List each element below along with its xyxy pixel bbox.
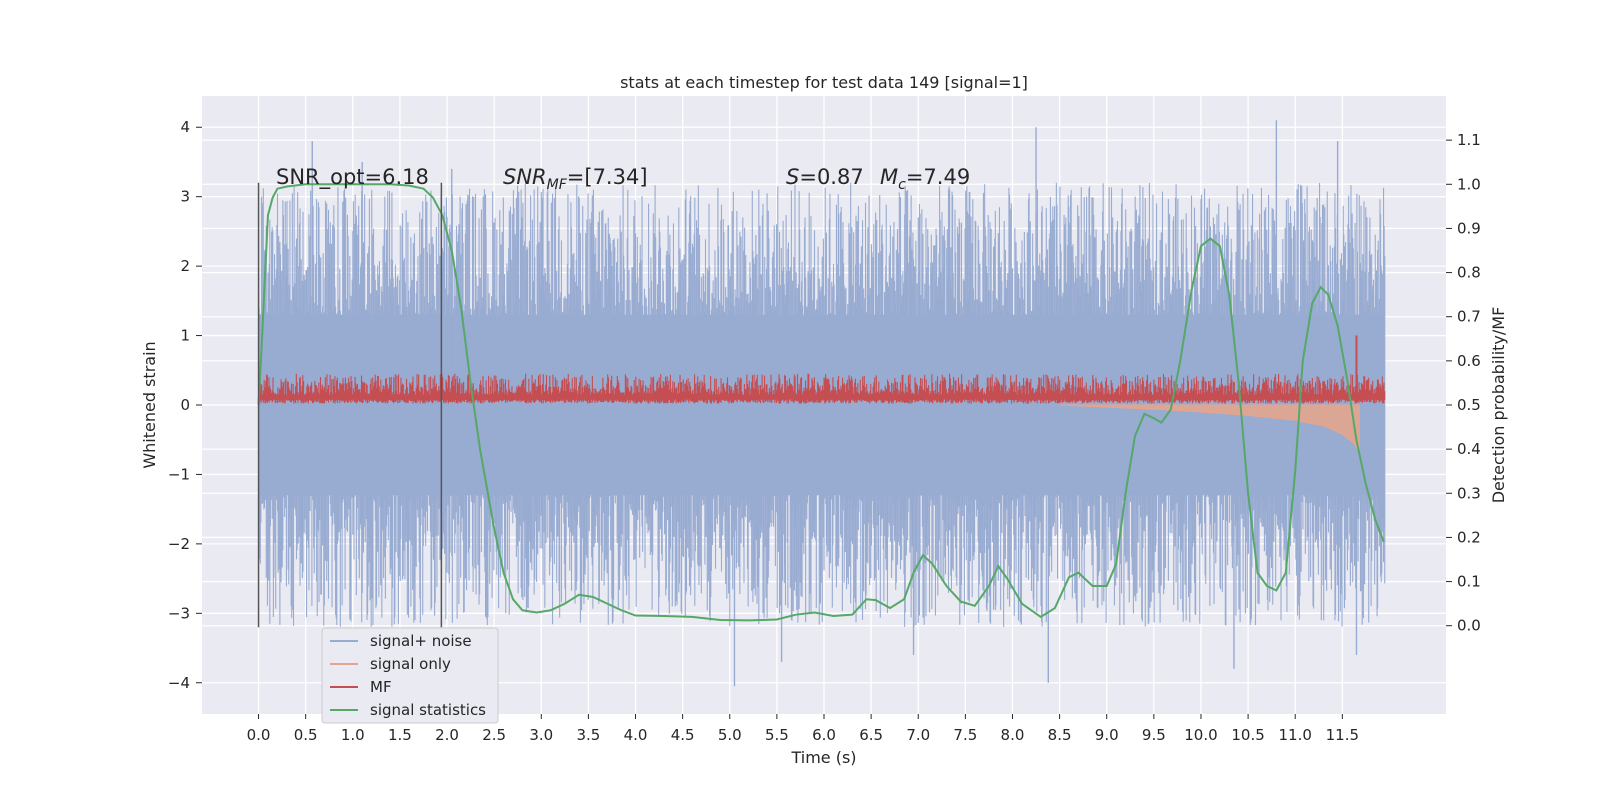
legend: signal+ noise signal only MF signal stat… [321,627,499,724]
x-tick-label: 10.5 [1231,726,1264,744]
right-y-tick-label: 0.5 [1457,396,1481,414]
x-tick-label: 7.0 [906,726,930,744]
x-axis-ticks: 0.0 0.5 1.0 1.5 2.0 2.5 3.0 3.5 4.0 4.5 5.0 5.5 6.0 6… [247,714,1359,744]
left-y-tick-label: 1 [180,327,190,345]
left-y-tick-label: 2 [180,257,190,275]
chart-title: stats at each timestep for test data 149… [620,73,1028,92]
x-tick-label: 2.5 [482,726,506,744]
x-tick-label: 6.0 [812,726,836,744]
left-y-tick-label: 4 [180,118,190,136]
legend-label-signal-only: signal only [370,655,451,673]
x-axis-label: Time (s) [790,748,856,767]
x-tick-label: 0.0 [247,726,271,744]
right-y-tick-label: 0.7 [1457,308,1481,326]
left-y-axis-label: Whitened strain [140,341,159,468]
right-y-axis-ticks: 1.1 1.0 0.9 0.8 0.7 0.6 0.5 0.4 0.3 0.2 0.1 0.0 [1446,131,1481,635]
left-y-tick-label: 0 [180,396,190,414]
legend-label-mf: MF [370,678,392,696]
x-tick-label: 5.5 [765,726,789,744]
x-tick-label: 1.0 [341,726,365,744]
signal-only-area [1059,404,1360,454]
left-y-tick-label: 3 [180,188,190,206]
right-y-tick-label: 1.0 [1457,175,1481,193]
signal-statistics-series [257,183,1385,622]
snr-mf-annotation: SNRMF=[7.34] [503,165,648,193]
right-y-tick-label: 0.6 [1457,352,1481,370]
legend-label-signal-noise: signal+ noise [370,632,472,650]
x-tick-label: 4.5 [671,726,695,744]
x-tick-label: 3.5 [576,726,600,744]
right-y-axis-label: Detection probability/MF [1489,307,1508,504]
right-y-tick-label: 0.4 [1457,440,1481,458]
x-tick-label: 8.0 [1001,726,1025,744]
x-tick-label: 2.0 [435,726,459,744]
right-y-tick-label: 0.3 [1457,484,1481,502]
spin-annotation: S=0.87 [786,165,864,189]
signal-statistics-line [257,183,1385,622]
x-tick-label: 0.5 [294,726,318,744]
right-y-tick-label: 0.8 [1457,264,1481,282]
x-tick-label: 11.0 [1279,726,1312,744]
x-tick-label: 9.5 [1142,726,1166,744]
left-y-tick-label: −3 [168,604,190,622]
right-y-tick-label: 0.0 [1457,617,1481,635]
snr-opt-annotation: SNR_opt=6.18 [276,165,429,190]
x-tick-label: 3.0 [529,726,553,744]
left-y-tick-label: −4 [168,674,190,692]
x-tick-label: 8.5 [1048,726,1072,744]
x-tick-label: 10.0 [1184,726,1217,744]
chirp-mass-annotation: Mc=7.49 [880,165,970,193]
right-y-tick-label: 0.1 [1457,573,1481,591]
x-tick-label: 5.0 [718,726,742,744]
vertical-markers [257,182,443,628]
signal-only-series [1059,404,1360,454]
left-y-tick-label: −2 [168,535,190,553]
x-tick-label: 7.5 [953,726,977,744]
x-tick-label: 11.5 [1326,726,1359,744]
x-tick-label: 4.0 [624,726,648,744]
right-y-tick-label: 1.1 [1457,131,1481,149]
x-tick-label: 9.0 [1095,726,1119,744]
right-y-tick-label: 0.2 [1457,528,1481,546]
left-y-tick-label: −1 [168,465,190,483]
right-y-tick-label: 0.9 [1457,219,1481,237]
x-tick-label: 1.5 [388,726,412,744]
x-tick-label: 6.5 [859,726,883,744]
legend-label-signal-statistics: signal statistics [370,701,486,719]
legend-box [321,627,499,724]
left-y-axis-ticks: 4 3 2 1 0 −1 −2 −3 −4 [168,118,202,692]
